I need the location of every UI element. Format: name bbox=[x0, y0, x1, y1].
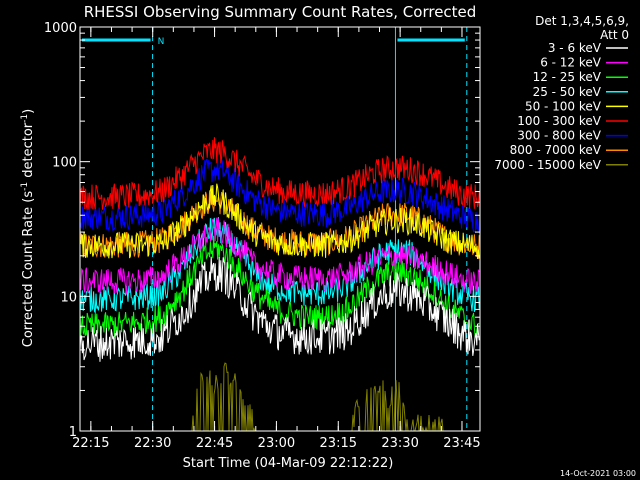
legend-label: 6 - 12 keV bbox=[540, 56, 602, 70]
x-axis: 22:15 22:30 22:45 23:00 23:15 23:30 23:45 bbox=[72, 27, 481, 451]
series-line-5 bbox=[80, 137, 480, 210]
x-tick-label: 22:45 bbox=[196, 436, 233, 451]
series-line-6 bbox=[80, 157, 480, 234]
plot-frame bbox=[79, 26, 481, 432]
legend-label: 800 - 7000 keV bbox=[510, 143, 602, 157]
y-tick-label: 100 bbox=[52, 156, 77, 171]
x-tick-label: 23:45 bbox=[443, 436, 480, 451]
y-axis: 1 10 100 1000 bbox=[44, 21, 480, 440]
footer-timestamp: 14-Oct-2021 03:00 bbox=[560, 469, 636, 478]
series-line-1 bbox=[80, 217, 480, 295]
legend-label: 7000 - 15000 keV bbox=[494, 158, 601, 172]
legend-label: 12 - 25 keV bbox=[533, 70, 602, 84]
y-axis-label: Corrected Count Rate (s-1 detector-1) bbox=[20, 109, 36, 347]
x-tick-label: 23:15 bbox=[320, 436, 357, 451]
x-tick-label: 22:30 bbox=[134, 436, 171, 451]
x-tick-label: 23:30 bbox=[381, 436, 418, 451]
legend-label: 25 - 50 keV bbox=[533, 85, 602, 99]
x-tick-label: 23:00 bbox=[258, 436, 295, 451]
legend-label: 100 - 300 keV bbox=[517, 114, 601, 128]
y-tick-label: 10 bbox=[60, 290, 77, 305]
legend-label: 3 - 6 keV bbox=[548, 41, 602, 55]
series-layer bbox=[80, 137, 480, 431]
legend-label: 50 - 100 keV bbox=[525, 99, 602, 113]
legend-label: 300 - 800 keV bbox=[517, 129, 601, 143]
series-line-0 bbox=[80, 256, 480, 362]
x-axis-label: Start Time (04-Mar-09 22:12:22) bbox=[183, 456, 394, 471]
series-line-4 bbox=[80, 183, 480, 260]
night-annotation: N bbox=[158, 37, 165, 47]
legend-header-line-1: Det 1,3,4,5,6,9, bbox=[535, 14, 629, 28]
x-tick-label: 22:15 bbox=[72, 436, 109, 451]
y-tick-label: 1 bbox=[69, 425, 77, 440]
series-line-2 bbox=[80, 235, 480, 338]
series-line-8 bbox=[80, 362, 480, 431]
y-tick-label: 1000 bbox=[44, 21, 77, 36]
chart-title: RHESSI Observing Summary Count Rates, Co… bbox=[84, 3, 477, 21]
legend-header-line-2: Att 0 bbox=[600, 28, 629, 42]
